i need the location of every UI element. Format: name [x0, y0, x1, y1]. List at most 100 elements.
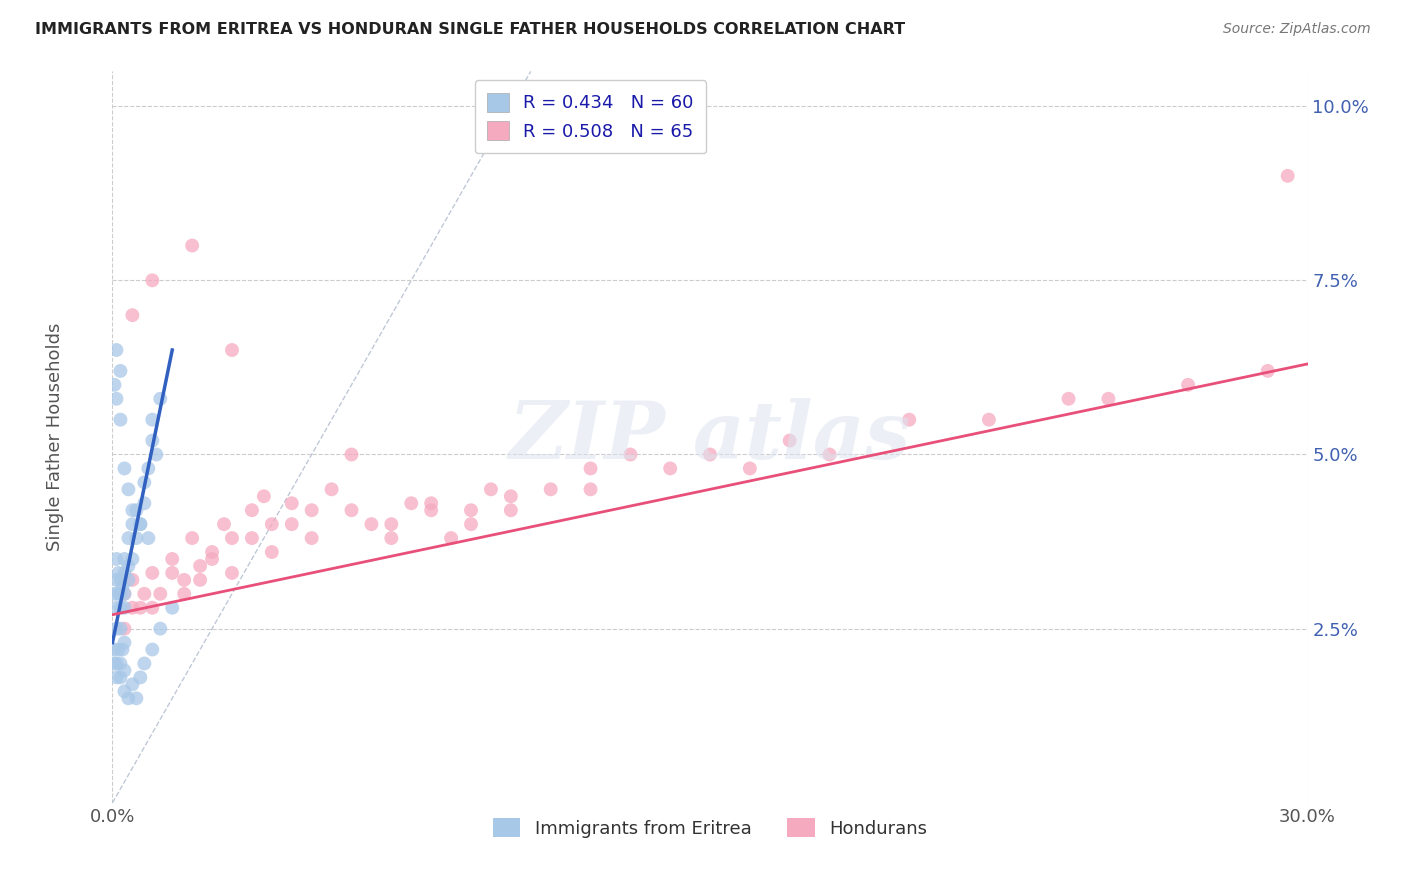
Point [141, 642, 163, 657]
Point [114, 684, 135, 698]
Point [253, 489, 276, 503]
Point [181, 531, 204, 545]
Point [138, 461, 160, 475]
Point [499, 503, 522, 517]
Point [173, 587, 195, 601]
Point [301, 531, 323, 545]
Point [738, 461, 761, 475]
Point [221, 566, 243, 580]
Point [145, 448, 167, 462]
Point [401, 496, 423, 510]
Point [103, 642, 125, 657]
Point [460, 517, 482, 532]
Point [103, 657, 125, 671]
Point [125, 691, 148, 706]
Point [121, 677, 143, 691]
Point [977, 412, 1000, 426]
Point [340, 503, 363, 517]
Point [1257, 364, 1279, 378]
Point [105, 670, 128, 684]
Point [121, 517, 143, 532]
Text: ZIP atlas: ZIP atlas [509, 399, 911, 475]
Point [340, 448, 363, 462]
Point [659, 461, 682, 475]
Point [134, 657, 156, 671]
Point [114, 587, 135, 601]
Point [380, 531, 402, 545]
Point [149, 622, 172, 636]
Point [619, 448, 641, 462]
Point [1177, 377, 1199, 392]
Point [107, 587, 129, 601]
Point [138, 531, 160, 545]
Point [149, 587, 172, 601]
Point [105, 343, 128, 357]
Point [114, 600, 135, 615]
Point [107, 566, 129, 580]
Point [111, 580, 134, 594]
Point [121, 573, 143, 587]
Point [125, 531, 148, 545]
Point [114, 635, 135, 649]
Point [110, 573, 132, 587]
Point [107, 642, 129, 657]
Point [134, 496, 156, 510]
Point [141, 434, 163, 448]
Point [173, 573, 195, 587]
Point [111, 642, 134, 657]
Point [420, 496, 443, 510]
Point [818, 448, 841, 462]
Point [1097, 392, 1119, 406]
Point [110, 412, 132, 426]
Point [321, 483, 343, 497]
Point [188, 558, 211, 573]
Point [117, 483, 139, 497]
Point [134, 587, 156, 601]
Point [134, 475, 156, 490]
Point [898, 412, 921, 426]
Point [281, 496, 304, 510]
Point [114, 461, 135, 475]
Point [114, 664, 135, 678]
Point [380, 517, 402, 532]
Point [181, 238, 204, 252]
Point [479, 483, 502, 497]
Point [162, 566, 183, 580]
Point [121, 600, 143, 615]
Point [162, 600, 183, 615]
Point [281, 517, 304, 532]
Point [260, 517, 283, 532]
Point [117, 573, 139, 587]
Point [105, 657, 128, 671]
Point [260, 545, 283, 559]
Point [114, 552, 135, 566]
Text: Source: ZipAtlas.com: Source: ZipAtlas.com [1223, 22, 1371, 37]
Point [110, 587, 132, 601]
Point [240, 503, 263, 517]
Point [110, 657, 132, 671]
Point [114, 566, 135, 580]
Text: IMMIGRANTS FROM ERITREA VS HONDURAN SINGLE FATHER HOUSEHOLDS CORRELATION CHART: IMMIGRANTS FROM ERITREA VS HONDURAN SING… [35, 22, 905, 37]
Point [1277, 169, 1299, 183]
Point [121, 308, 143, 322]
Point [103, 377, 125, 392]
Y-axis label: Single Father Households: Single Father Households [46, 323, 63, 551]
Point [301, 503, 323, 517]
Point [440, 531, 463, 545]
Point [460, 503, 482, 517]
Point [121, 552, 143, 566]
Legend: Immigrants from Eritrea, Hondurans: Immigrants from Eritrea, Hondurans [486, 811, 934, 845]
Point [201, 552, 224, 566]
Point [212, 517, 235, 532]
Point [129, 517, 152, 532]
Point [105, 600, 128, 615]
Point [141, 600, 163, 615]
Point [188, 573, 211, 587]
Point [240, 531, 263, 545]
Point [540, 483, 562, 497]
Point [579, 483, 602, 497]
Point [1057, 392, 1080, 406]
Point [105, 622, 128, 636]
Point [114, 587, 135, 601]
Point [114, 622, 135, 636]
